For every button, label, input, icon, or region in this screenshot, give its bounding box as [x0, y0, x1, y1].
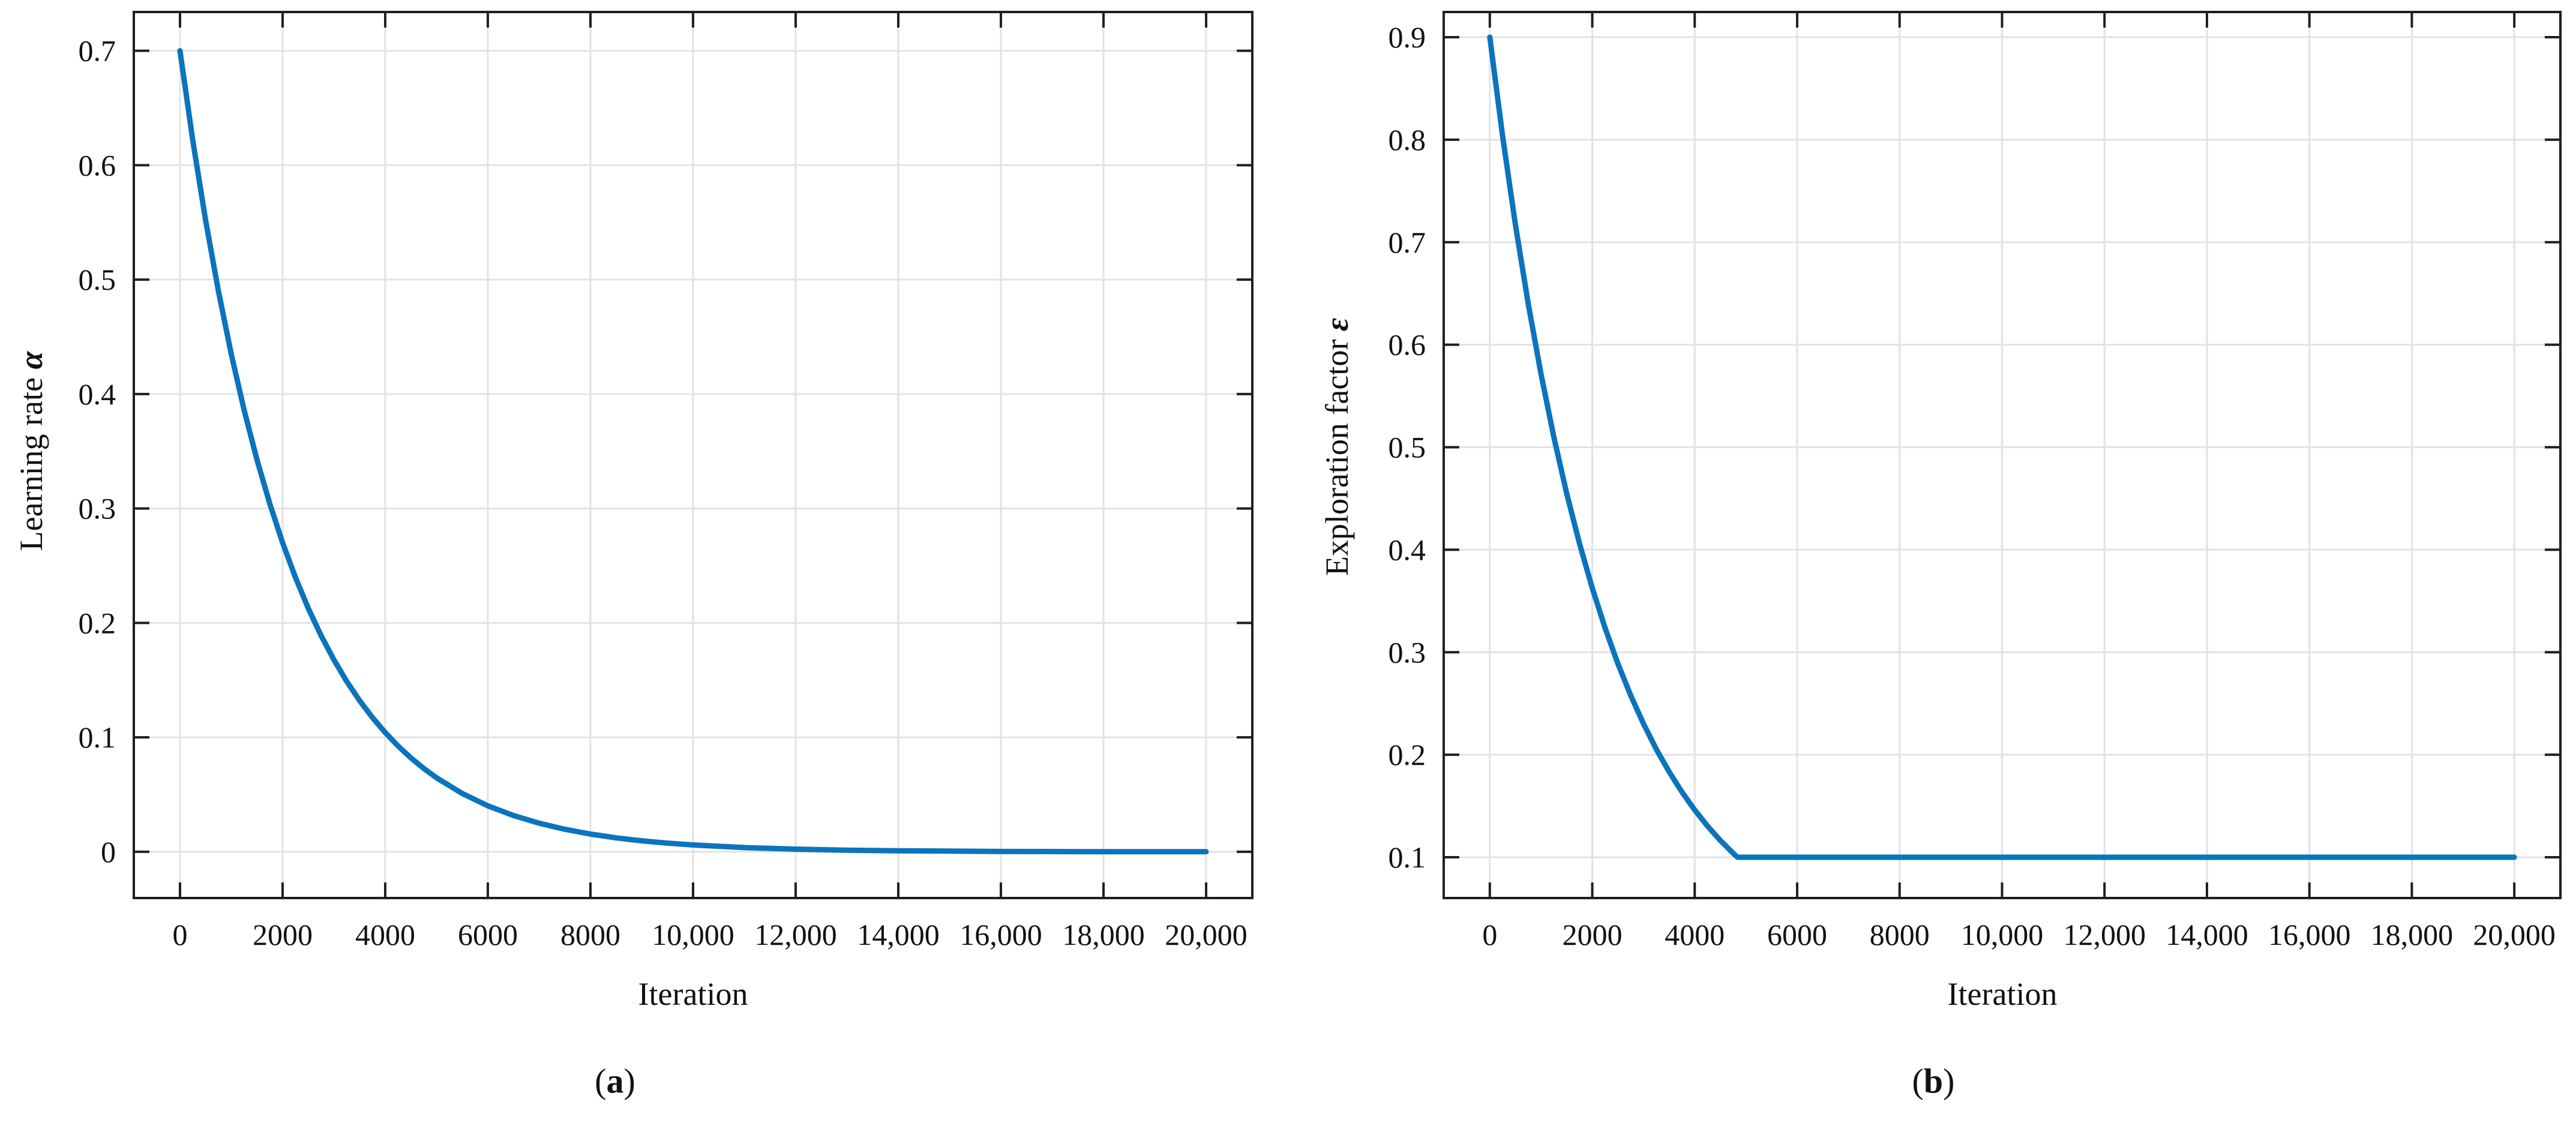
y-tick-label: 0.7 [79, 34, 116, 68]
y-tick-label: 0.2 [1389, 738, 1426, 771]
xaxis-label-a: Iteration [638, 976, 748, 1012]
caption-a: (a) [595, 1061, 635, 1101]
x-tick-label: 14,000 [2166, 918, 2248, 951]
tick-labels: 0 2000 4000 6000 8000 10,000 12,000 14,000 16,00… [79, 34, 1247, 951]
y-tick-label: 0.3 [79, 492, 116, 526]
x-tick-label: 16,000 [959, 918, 1042, 951]
gridlines [1444, 12, 2560, 898]
x-tick-label: 18,000 [2371, 918, 2454, 951]
gridlines [134, 12, 1252, 898]
x-tick-label: 10,000 [652, 918, 734, 951]
x-tick-label: 0 [1482, 918, 1497, 951]
x-tick-label: 12,000 [2063, 918, 2146, 951]
x-tick-label: 2000 [253, 918, 313, 951]
x-tick-label: 2000 [1563, 918, 1623, 951]
y-tick-label: 0.3 [1389, 635, 1426, 669]
caption-b-letter: b [1923, 1061, 1944, 1101]
x-tick-label: 0 [172, 918, 187, 951]
y-tick-label: 0.5 [1389, 431, 1426, 464]
y-tick-label: 0.5 [79, 263, 116, 296]
x-tick-label: 20,000 [1165, 918, 1247, 951]
yaxis-label-a: Learning rate α [13, 352, 50, 551]
panel-a: 0 2000 4000 6000 8000 10,000 12,000 14,000 16,00… [79, 11, 1253, 951]
x-tick-label: 10,000 [1961, 918, 2044, 951]
x-tick-label: 8000 [1870, 918, 1930, 951]
y-tick-label: 0.1 [1389, 840, 1426, 874]
x-tick-label: 4000 [355, 918, 415, 951]
x-tick-label: 18,000 [1062, 918, 1145, 951]
caption-b-close: ) [1943, 1061, 1955, 1101]
y-tick-label: 0 [101, 835, 116, 869]
caption-b: (b) [1912, 1061, 1955, 1101]
xaxis-label-b: Iteration [1947, 976, 2058, 1012]
x-tick-label: 16,000 [2268, 918, 2351, 951]
x-tick-label: 8000 [560, 918, 620, 951]
x-tick-label: 20,000 [2473, 918, 2556, 951]
caption-a-open: ( [595, 1061, 607, 1101]
y-tick-label: 0.4 [79, 377, 116, 411]
caption-a-close: ) [623, 1061, 635, 1101]
x-tick-label: 6000 [458, 918, 518, 951]
x-tick-label: 12,000 [754, 918, 837, 951]
series-line-exploration-factor-decay [1487, 34, 2517, 860]
y-tick-label: 0.9 [1389, 20, 1426, 54]
series-line-learning-rate-decay [177, 48, 1209, 855]
yaxis-label-a-text: Learning rate [13, 369, 49, 551]
tick-labels: 0 2000 4000 6000 8000 10,000 12,000 14,000 16,00… [1389, 20, 2556, 951]
x-tick-label: 4000 [1665, 918, 1725, 951]
yaxis-label-b-text: Exploration factor [1319, 331, 1355, 576]
y-tick-label: 0.8 [1389, 123, 1426, 157]
tick-marks [1444, 12, 2560, 898]
x-tick-label: 14,000 [857, 918, 940, 951]
yaxis-label-b: Exploration factor ε [1318, 318, 1356, 576]
y-tick-label: 0.1 [79, 720, 116, 754]
y-tick-label: 0.6 [79, 148, 116, 182]
epsilon-symbol: ε [1319, 317, 1355, 332]
y-tick-label: 0.7 [1389, 226, 1426, 259]
y-tick-label: 0.2 [79, 606, 116, 639]
caption-b-open: ( [1912, 1061, 1924, 1101]
x-tick-label: 6000 [1767, 918, 1827, 951]
alpha-symbol: α [13, 351, 49, 370]
caption-a-letter: a [606, 1061, 624, 1101]
tick-marks [134, 12, 1252, 898]
y-tick-label: 0.4 [1389, 533, 1426, 566]
y-tick-label: 0.6 [1389, 328, 1426, 362]
panel-b: 0 2000 4000 6000 8000 10,000 12,000 14,000 16,00… [1389, 11, 2562, 951]
